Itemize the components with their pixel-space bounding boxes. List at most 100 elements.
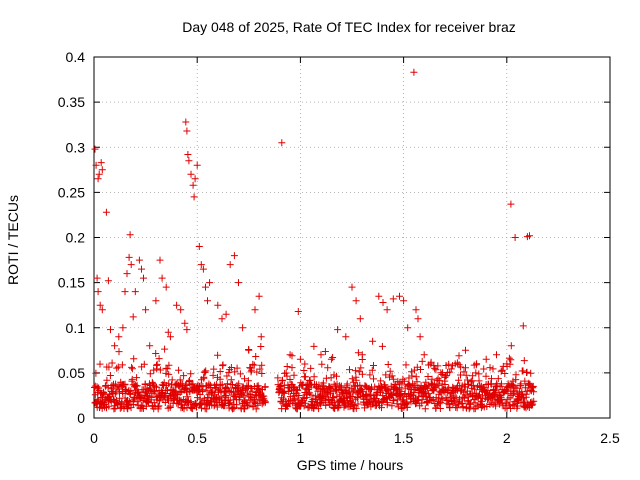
data-point	[227, 364, 235, 371]
data-point	[503, 360, 511, 368]
data-point	[182, 118, 190, 126]
data-point	[384, 399, 392, 407]
data-point	[507, 200, 515, 208]
data-point	[214, 351, 222, 359]
data-point	[519, 367, 527, 375]
data-point	[417, 366, 424, 373]
data-point	[156, 366, 164, 374]
data-point	[253, 368, 261, 376]
data-point	[249, 360, 257, 368]
data-point	[158, 274, 166, 282]
data-point	[128, 377, 136, 385]
data-point	[250, 361, 258, 369]
data-point	[412, 373, 420, 381]
data-point	[183, 127, 191, 135]
data-point	[114, 363, 122, 371]
data-point	[93, 274, 101, 282]
data-point	[501, 370, 509, 377]
data-point	[94, 288, 102, 296]
data-point	[310, 403, 318, 411]
data-point	[486, 364, 494, 372]
y-tick-label: 0.3	[66, 139, 86, 155]
data-point	[462, 371, 470, 379]
data-point	[334, 326, 342, 334]
data-point	[294, 308, 302, 315]
data-point	[155, 402, 163, 410]
data-point	[352, 376, 360, 384]
data-point	[492, 402, 500, 410]
data-point	[527, 369, 535, 377]
data-point	[121, 380, 129, 388]
data-point	[404, 324, 412, 332]
data-points	[91, 68, 538, 413]
data-point	[389, 375, 397, 383]
data-point	[210, 365, 218, 373]
data-point	[116, 388, 123, 396]
data-point	[233, 401, 241, 409]
data-point	[370, 375, 377, 383]
y-tick-label: 0.4	[66, 49, 86, 65]
data-point	[222, 391, 230, 399]
data-point	[358, 351, 366, 359]
data-point	[255, 292, 263, 300]
data-point	[204, 297, 211, 305]
data-point	[467, 400, 475, 408]
data-point	[290, 371, 298, 379]
data-point	[457, 363, 465, 371]
data-point	[258, 370, 266, 377]
data-point	[230, 252, 238, 260]
data-point	[136, 392, 143, 400]
data-point	[258, 361, 266, 369]
data-point	[400, 297, 408, 305]
data-point	[216, 368, 224, 375]
data-point	[318, 360, 326, 368]
data-point	[239, 324, 247, 332]
data-point	[113, 364, 121, 372]
y-tick-label: 0.2	[66, 230, 86, 246]
data-point	[435, 381, 443, 389]
data-point	[319, 379, 327, 387]
data-point	[410, 68, 418, 76]
y-tick-label: 0.1	[66, 320, 86, 336]
data-point	[195, 243, 203, 250]
data-point	[333, 372, 340, 380]
data-point	[187, 170, 195, 178]
data-point	[330, 394, 338, 401]
data-point	[523, 368, 531, 376]
data-point	[206, 279, 214, 287]
data-point	[221, 402, 229, 410]
data-point	[129, 401, 137, 408]
data-point	[202, 367, 210, 375]
data-point	[175, 366, 183, 374]
data-point	[257, 343, 265, 350]
data-point	[165, 370, 173, 378]
data-point	[354, 393, 361, 401]
data-point	[189, 181, 197, 189]
data-point	[343, 380, 351, 388]
data-point	[172, 390, 180, 398]
data-point	[174, 400, 182, 408]
data-point	[379, 299, 387, 306]
data-point	[375, 292, 383, 300]
x-tick-label: 2	[503, 430, 511, 446]
data-point	[342, 333, 350, 341]
data-point	[465, 397, 473, 405]
data-point	[384, 361, 392, 368]
data-point	[511, 234, 519, 241]
data-point	[166, 333, 174, 341]
data-point	[224, 386, 232, 394]
y-tick-label: 0.05	[58, 365, 85, 381]
x-tick-label: 2.5	[600, 430, 620, 446]
data-point	[526, 232, 533, 240]
data-point	[370, 362, 377, 369]
data-point	[231, 368, 239, 376]
data-point	[154, 405, 162, 413]
data-point	[133, 398, 141, 406]
x-tick-label: 0	[90, 430, 98, 446]
data-point	[200, 373, 208, 381]
data-point	[425, 390, 433, 398]
data-point	[352, 297, 360, 305]
data-point	[93, 383, 101, 391]
data-point	[142, 306, 150, 314]
data-point	[453, 404, 461, 412]
